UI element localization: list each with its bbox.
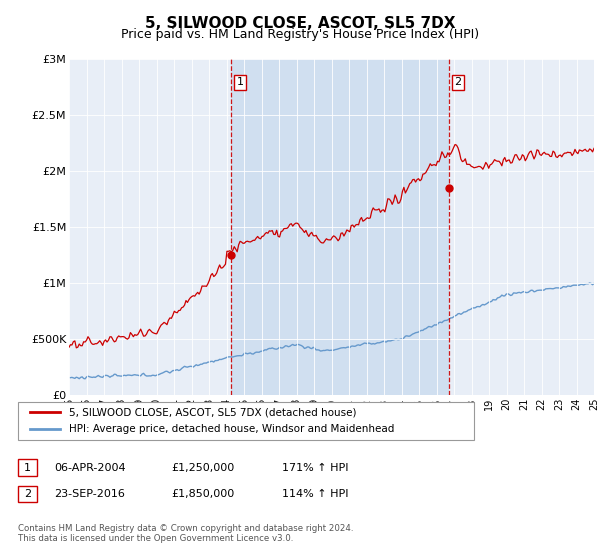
Text: 2: 2 [455, 77, 461, 87]
Text: 1: 1 [24, 463, 31, 473]
Text: 1: 1 [236, 77, 244, 87]
Text: Contains HM Land Registry data © Crown copyright and database right 2024.
This d: Contains HM Land Registry data © Crown c… [18, 524, 353, 543]
Text: 5, SILWOOD CLOSE, ASCOT, SL5 7DX (detached house): 5, SILWOOD CLOSE, ASCOT, SL5 7DX (detach… [69, 407, 356, 417]
Text: 5, SILWOOD CLOSE, ASCOT, SL5 7DX: 5, SILWOOD CLOSE, ASCOT, SL5 7DX [145, 16, 455, 31]
Text: 114% ↑ HPI: 114% ↑ HPI [282, 489, 349, 499]
Text: 171% ↑ HPI: 171% ↑ HPI [282, 463, 349, 473]
Text: 2: 2 [24, 489, 31, 499]
Text: HPI: Average price, detached house, Windsor and Maidenhead: HPI: Average price, detached house, Wind… [69, 424, 394, 434]
Text: 06-APR-2004: 06-APR-2004 [54, 463, 125, 473]
Text: £1,850,000: £1,850,000 [171, 489, 234, 499]
Bar [231, 59, 449, 395]
Text: Price paid vs. HM Land Registry's House Price Index (HPI): Price paid vs. HM Land Registry's House … [121, 28, 479, 41]
Text: 23-SEP-2016: 23-SEP-2016 [54, 489, 125, 499]
Text: £1,250,000: £1,250,000 [171, 463, 234, 473]
